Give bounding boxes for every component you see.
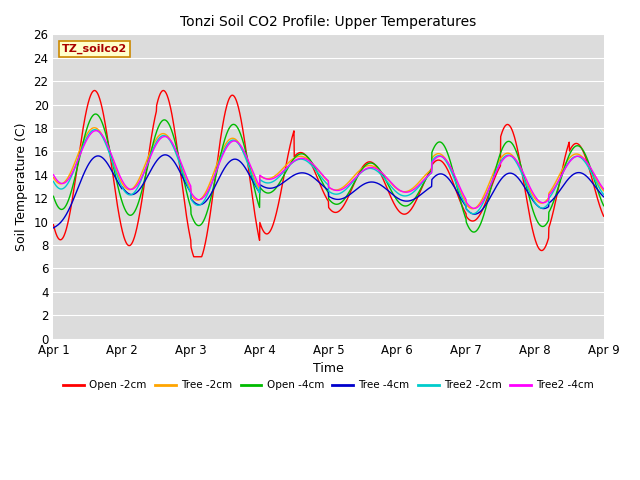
Tree2 -4cm	[584, 161, 592, 167]
Text: TZ_soilco2: TZ_soilco2	[61, 44, 127, 54]
Open -2cm	[159, 88, 167, 94]
Line: Tree2 -2cm: Tree2 -2cm	[53, 130, 604, 214]
Tree2 -4cm	[92, 128, 100, 133]
Open -4cm	[77, 146, 85, 152]
Line: Tree2 -4cm: Tree2 -4cm	[53, 131, 604, 208]
Open -4cm	[49, 193, 57, 199]
Tree -4cm	[600, 194, 607, 200]
Tree2 -2cm	[91, 127, 99, 132]
Tree -4cm	[77, 176, 85, 182]
Tree -2cm	[303, 156, 310, 161]
Tree -2cm	[584, 162, 592, 168]
Tree -2cm	[483, 185, 491, 191]
Tree -2cm	[91, 125, 99, 131]
Y-axis label: Soil Temperature (C): Soil Temperature (C)	[15, 122, 28, 251]
Open -4cm	[584, 158, 592, 164]
Tree2 -4cm	[49, 172, 57, 178]
Tree2 -4cm	[470, 205, 478, 211]
Tree -4cm	[303, 171, 310, 177]
Tree -2cm	[317, 171, 325, 177]
Tree2 -2cm	[469, 211, 477, 216]
Tree2 -4cm	[303, 156, 310, 162]
Open -2cm	[600, 213, 607, 219]
Tree2 -2cm	[600, 192, 607, 197]
Tree2 -2cm	[77, 147, 85, 153]
Open -2cm	[77, 135, 85, 141]
Open -2cm	[584, 163, 592, 168]
Tree2 -4cm	[77, 148, 85, 154]
Title: Tonzi Soil CO2 Profile: Upper Temperatures: Tonzi Soil CO2 Profile: Upper Temperatur…	[180, 15, 477, 29]
Open -4cm	[92, 111, 99, 117]
Tree2 -4cm	[317, 170, 325, 176]
Tree -4cm	[161, 152, 169, 158]
Tree2 -2cm	[303, 158, 310, 164]
Open -4cm	[303, 153, 310, 159]
Open -4cm	[470, 229, 477, 235]
Open -2cm	[317, 185, 325, 191]
Legend: Open -2cm, Tree -2cm, Open -4cm, Tree -4cm, Tree2 -2cm, Tree2 -4cm: Open -2cm, Tree -2cm, Open -4cm, Tree -4…	[59, 376, 598, 395]
Tree -4cm	[584, 175, 592, 180]
Open -2cm	[584, 162, 592, 168]
Tree2 -2cm	[584, 164, 592, 170]
Open -4cm	[600, 203, 607, 209]
Open -4cm	[584, 158, 592, 164]
Tree -4cm	[584, 174, 591, 180]
Line: Open -4cm: Open -4cm	[53, 114, 604, 232]
Tree2 -4cm	[584, 161, 592, 167]
Tree -4cm	[483, 200, 491, 206]
Open -2cm	[190, 254, 198, 260]
Tree -4cm	[49, 225, 57, 231]
Tree2 -4cm	[600, 186, 607, 192]
Tree2 -2cm	[584, 164, 592, 169]
Tree -2cm	[77, 143, 85, 148]
Line: Open -2cm: Open -2cm	[53, 91, 604, 257]
Tree -2cm	[468, 206, 476, 212]
Open -2cm	[303, 154, 311, 160]
Tree -2cm	[600, 188, 607, 193]
Tree -2cm	[584, 162, 592, 168]
Open -2cm	[483, 195, 491, 201]
Line: Tree -2cm: Tree -2cm	[53, 128, 604, 209]
Line: Tree -4cm: Tree -4cm	[53, 155, 604, 228]
Tree -2cm	[49, 175, 57, 180]
Tree2 -2cm	[483, 191, 491, 196]
X-axis label: Time: Time	[313, 362, 344, 375]
Tree -4cm	[317, 181, 325, 187]
Open -2cm	[49, 222, 57, 228]
Tree2 -2cm	[49, 179, 57, 184]
Tree2 -2cm	[317, 174, 325, 180]
Open -4cm	[317, 177, 325, 183]
Tree2 -4cm	[483, 190, 491, 195]
Open -4cm	[483, 200, 491, 206]
